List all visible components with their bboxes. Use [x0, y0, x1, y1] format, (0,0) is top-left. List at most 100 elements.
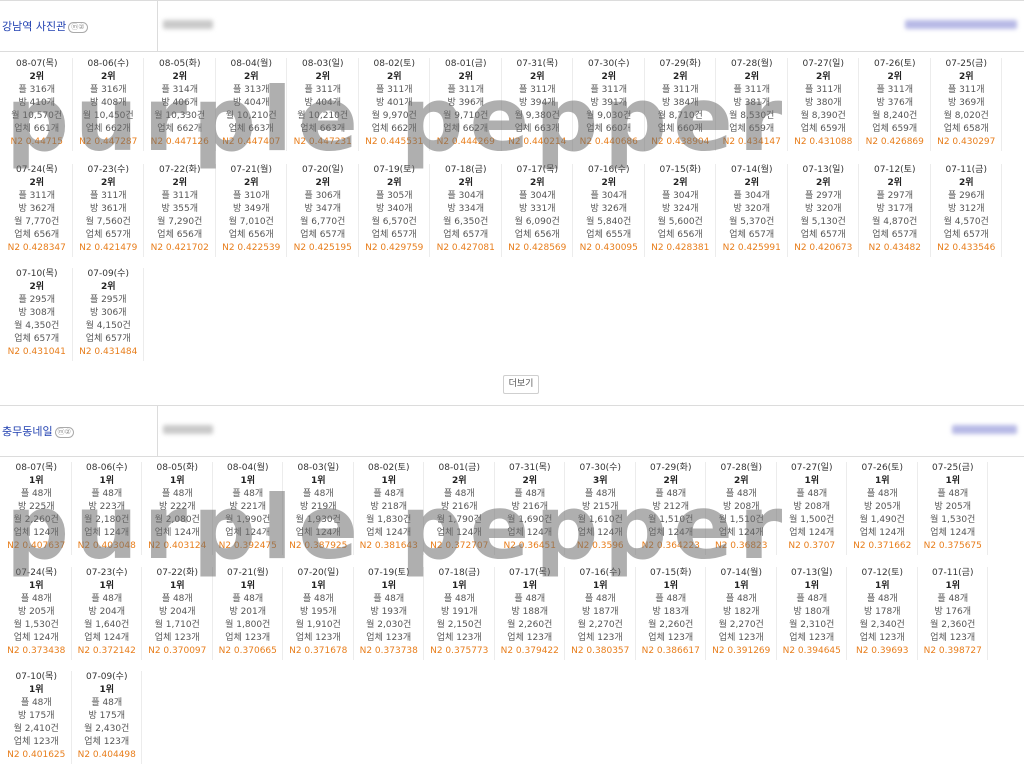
cell-n2-score: N2 0.371678 [289, 646, 348, 656]
cell-business-count: 업체 663개 [228, 124, 274, 134]
cell-blog-count: 방 369개 [947, 98, 985, 108]
cell-blog-count: 방 216개 [440, 502, 478, 512]
cell-date: 07-18(금) [438, 568, 480, 578]
day-cell: 07-14(월) 1위 플 48개 방 182개 월 2,270건 업체 123개 N2 0… [707, 567, 777, 660]
cell-blog-count: 방 187개 [581, 607, 619, 617]
cell-business-count: 업체 123개 [648, 633, 694, 643]
cell-blog-count: 방 320개 [804, 204, 842, 214]
cell-date: 07-10(목) [15, 672, 57, 682]
blurred-link[interactable] [905, 20, 1017, 29]
info-badge-icon: ⓜ② [68, 21, 88, 33]
cell-monthly-search: 월 8,710건 [657, 111, 703, 121]
cell-business-count: 업체 657개 [371, 230, 417, 240]
cell-n2-score: N2 0.398727 [923, 646, 982, 656]
cell-place-count: 플 304개 [518, 191, 556, 201]
cell-rank: 2위 [243, 72, 259, 82]
cell-monthly-search: 월 2,080건 [154, 515, 200, 525]
blurred-text [163, 425, 213, 434]
cell-rank: 1위 [28, 581, 44, 591]
day-cell: 08-04(월) 2위 플 313개 방 404개 월 10,210건 업체 663개 N2… [217, 58, 287, 151]
cell-blog-count: 방 191개 [440, 607, 478, 617]
cell-date: 07-16(수) [588, 165, 630, 175]
cell-blog-count: 방 180개 [793, 607, 831, 617]
cell-rank: 1위 [663, 581, 679, 591]
cell-rank: 2위 [243, 178, 259, 188]
cell-date: 08-07(목) [16, 59, 58, 69]
cell-place-count: 플 48개 [655, 594, 687, 604]
blurred-link[interactable] [952, 425, 1017, 434]
cell-business-count: 업체 123개 [225, 633, 271, 643]
cell-date: 07-17(목) [509, 568, 551, 578]
cell-place-count: 플 48개 [232, 489, 264, 499]
section-header: 충무동네일 ⓜ② [0, 405, 1024, 457]
cell-business-count: 업체 124개 [84, 633, 130, 643]
cell-date: 07-23(수) [86, 568, 128, 578]
cell-monthly-search: 월 10,210건 [225, 111, 277, 121]
cell-date: 07-20(일) [302, 165, 344, 175]
day-cell: 07-13(일) 2위 플 297개 방 320개 월 5,130건 업체 657개 N2 … [789, 164, 859, 257]
cell-monthly-search: 월 4,350건 [14, 321, 60, 331]
cell-monthly-search: 월 1,830건 [366, 515, 412, 525]
cell-n2-score: N2 0.43482 [868, 243, 922, 253]
section-title[interactable]: 충무동네일 ⓜ② [2, 423, 74, 439]
cell-date: 07-29(화) [659, 59, 701, 69]
cell-date: 08-01(금) [438, 463, 480, 473]
cell-business-count: 업체 659개 [729, 124, 775, 134]
data-row: 07-10(목) 2위 플 295개 방 308개 월 4,350건 업체 657개 N2 … [0, 268, 1024, 361]
cell-date: 07-31(목) [516, 59, 558, 69]
cell-monthly-search: 월 10,330건 [154, 111, 206, 121]
cell-date: 07-15(화) [650, 568, 692, 578]
cell-rank: 2위 [172, 72, 188, 82]
cell-monthly-search: 월 6,090건 [514, 217, 560, 227]
day-cell: 07-28(월) 2위 플 48개 방 208개 월 1,510건 업체 124개 N2 0… [707, 462, 777, 555]
cell-rank: 2위 [663, 476, 679, 486]
day-cell: 08-06(수) 1위 플 48개 방 223개 월 2,180건 업체 124개 N2 0… [73, 462, 142, 555]
day-cell: 08-05(화) 1위 플 48개 방 222개 월 2,080건 업체 124개 N2 0… [143, 462, 213, 555]
cell-blog-count: 방 401개 [375, 98, 413, 108]
cell-monthly-search: 월 8,020건 [943, 111, 989, 121]
day-cell: 07-18(금) 2위 플 304개 방 334개 월 6,350건 업체 657개 N2 … [431, 164, 502, 257]
cell-n2-score: N2 0.427081 [436, 243, 495, 253]
day-cell: 07-30(수) 2위 플 311개 방 391개 월 9,030건 업체 660개 N2 … [574, 58, 645, 151]
cell-n2-score: N2 0.379422 [500, 646, 559, 656]
cell-place-count: 플 311개 [804, 85, 842, 95]
cell-date: 07-14(월) [720, 568, 762, 578]
cell-place-count: 플 311개 [947, 85, 985, 95]
cell-blog-count: 방 324개 [661, 204, 699, 214]
cell-place-count: 플 48개 [443, 489, 475, 499]
cell-business-count: 업체 123개 [718, 633, 764, 643]
cell-monthly-search: 월 5,130건 [800, 217, 846, 227]
cell-n2-score: N2 0.440686 [579, 137, 638, 147]
cell-business-count: 업체 657개 [943, 230, 989, 240]
cell-business-count: 업체 124개 [436, 528, 482, 538]
cell-rank: 1위 [874, 476, 890, 486]
cell-n2-score: N2 0.431484 [79, 347, 138, 357]
cell-place-count: 플 304개 [590, 191, 628, 201]
cell-blog-count: 방 215개 [581, 502, 619, 512]
day-cell: 07-16(수) 1위 플 48개 방 187개 월 2,270건 업체 123개 N2 0… [566, 567, 636, 660]
cell-blog-count: 방 408개 [89, 98, 127, 108]
cell-place-count: 플 311개 [661, 85, 699, 95]
cell-place-count: 플 311개 [375, 85, 413, 95]
day-cell: 08-04(월) 1위 플 48개 방 221개 월 1,990건 업체 124개 N2 0… [214, 462, 283, 555]
section-title[interactable]: 강남역 사진관 ⓜ② [2, 18, 88, 34]
cell-monthly-search: 월 1,710건 [154, 620, 200, 630]
cell-monthly-search: 월 7,770건 [14, 217, 60, 227]
cell-monthly-search: 월 10,570건 [11, 111, 63, 121]
cell-n2-score: N2 0.39693 [855, 646, 909, 656]
cell-rank: 2위 [958, 72, 974, 82]
day-cell: 07-27(일) 2위 플 311개 방 380개 월 8,390건 업체 659개 N2 … [789, 58, 859, 151]
cell-n2-score: N2 0.425991 [722, 243, 781, 253]
cell-business-count: 업체 124개 [295, 528, 341, 538]
cell-monthly-search: 월 1,530건 [13, 620, 59, 630]
more-button[interactable]: 더보기 [503, 375, 539, 394]
cell-blog-count: 방 361개 [89, 204, 127, 214]
cell-blog-count: 방 204개 [158, 607, 196, 617]
cell-place-count: 플 48개 [514, 594, 546, 604]
cell-n2-score: N2 0.434147 [722, 137, 781, 147]
cell-monthly-search: 월 4,150건 [85, 321, 131, 331]
cell-blog-count: 방 355개 [161, 204, 199, 214]
cell-date: 07-24(목) [15, 568, 57, 578]
cell-place-count: 플 295개 [18, 295, 56, 305]
cell-rank: 3위 [592, 476, 608, 486]
